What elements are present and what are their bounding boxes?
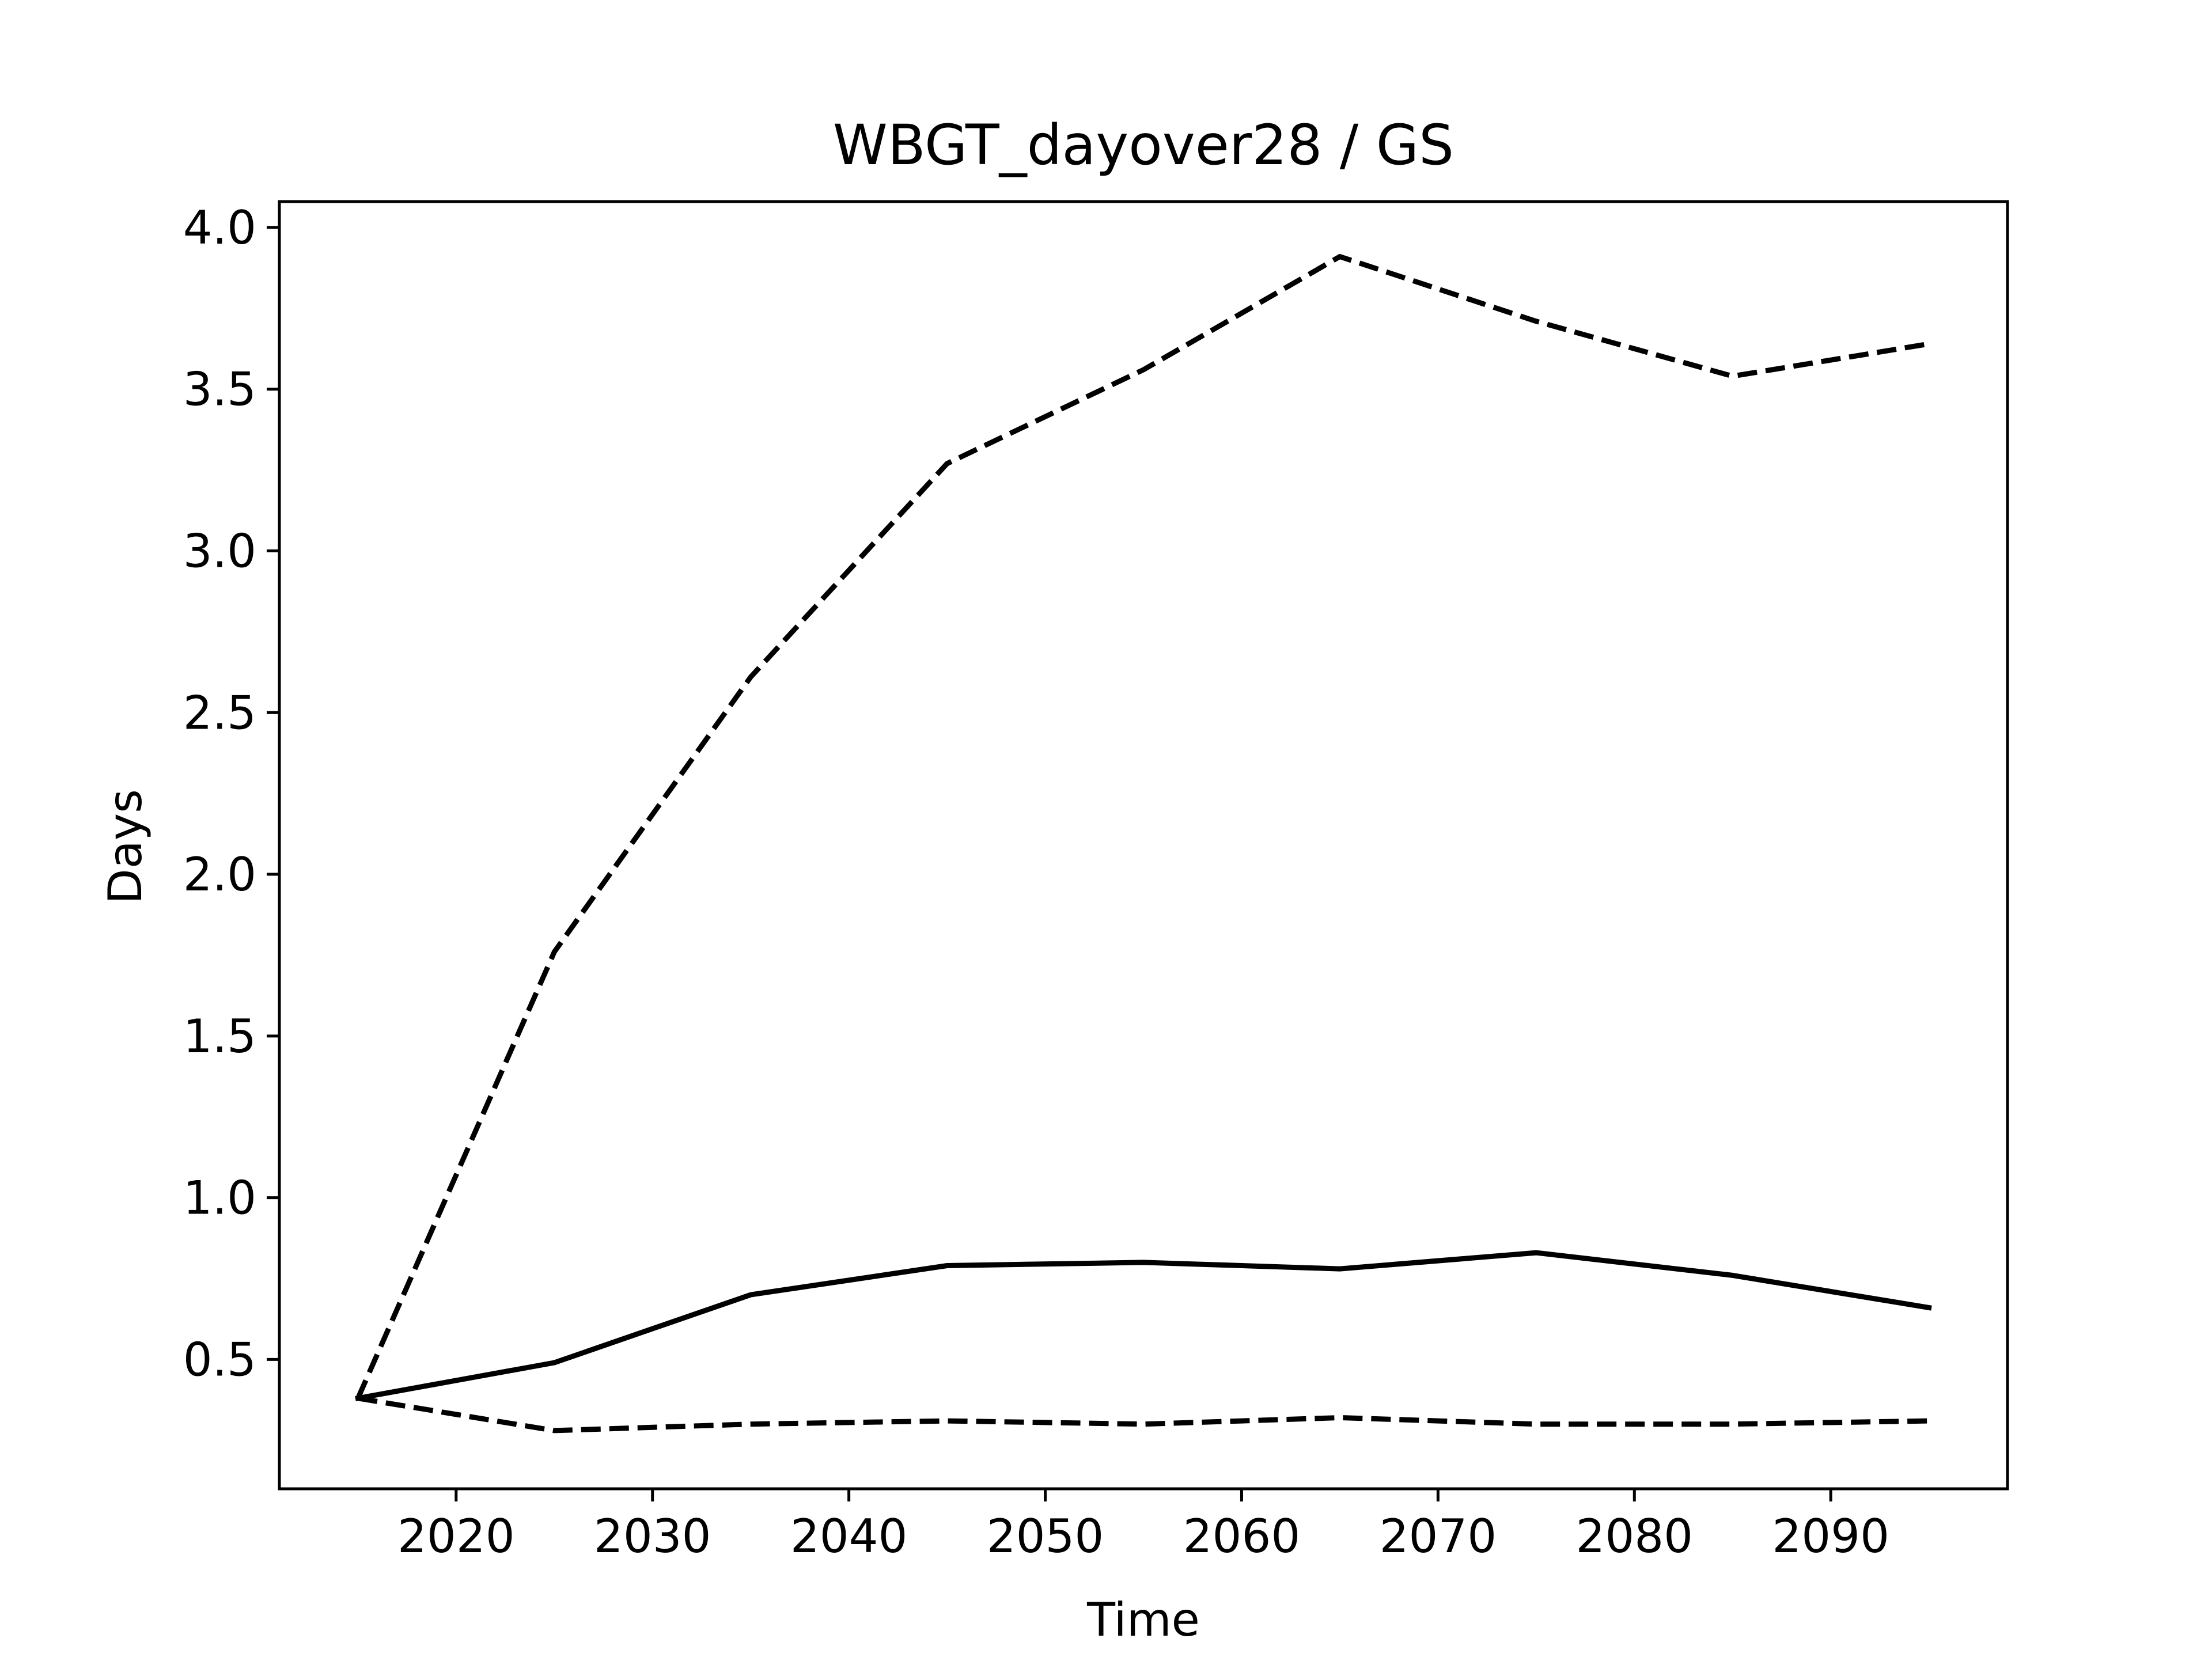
y-axis-label: Days <box>99 789 152 904</box>
x-tick-label: 2070 <box>1380 1510 1497 1563</box>
y-tick-label: 2.0 <box>183 848 256 901</box>
y-tick-label: 0.5 <box>183 1333 256 1386</box>
x-axis-label: Time <box>1086 1593 1200 1647</box>
plot-area-frame <box>278 200 2009 1491</box>
x-tick-label: 2040 <box>790 1510 908 1563</box>
y-tick-label: 2.5 <box>183 686 256 740</box>
series-line-2 <box>355 1250 1932 1402</box>
x-axis-ticks: 2020 2030 2040 2050 2060 2070 2080 2090 <box>397 1489 1889 1563</box>
x-tick-label: 2080 <box>1575 1510 1693 1563</box>
y-axis-ticks: 0.5 1.0 1.5 2.0 2.5 3.0 3.5 4.0 <box>183 201 279 1386</box>
y-tick-label: 4.0 <box>183 201 256 255</box>
x-tick-label: 2030 <box>594 1510 711 1563</box>
x-tick-label: 2020 <box>397 1510 515 1563</box>
x-tick-label: 2090 <box>1772 1510 1889 1563</box>
y-tick-label: 3.5 <box>183 363 256 416</box>
series-line-3 <box>357 1395 1929 1434</box>
series-line-1 <box>355 254 1930 1400</box>
y-tick-label: 1.0 <box>183 1171 256 1225</box>
series-layer <box>355 254 1932 1434</box>
y-tick-label: 3.0 <box>183 524 256 578</box>
x-tick-label: 2050 <box>987 1510 1104 1563</box>
x-tick-label: 2060 <box>1183 1510 1301 1563</box>
chart-title: WBGT_dayover28 / GS <box>833 113 1454 177</box>
y-tick-label: 1.5 <box>183 1010 256 1063</box>
